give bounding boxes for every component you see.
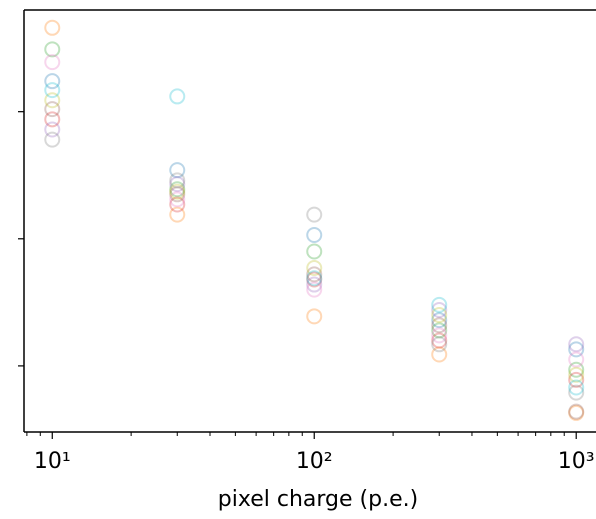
scatter-point <box>169 88 186 105</box>
scatter-point <box>169 196 186 213</box>
scatter-point <box>431 317 448 334</box>
scatter-point <box>169 172 186 189</box>
x-tick-label: 10¹ <box>34 449 71 474</box>
scatter-point <box>169 183 186 200</box>
scatter-point <box>431 327 448 344</box>
scatter-point <box>431 312 448 329</box>
x-axis-label: pixel charge (p.e.) <box>218 487 418 512</box>
scatter-point <box>169 186 186 203</box>
scatter-point <box>44 82 61 99</box>
x-tick-label: 10² <box>296 449 333 474</box>
scatter-point <box>44 92 61 109</box>
scatter-point <box>169 206 186 223</box>
scatter-point <box>306 271 323 288</box>
scatter-point <box>431 332 448 349</box>
scatter-point <box>431 296 448 313</box>
scatter-point <box>169 176 186 193</box>
scatter-point <box>44 111 61 128</box>
scatter-point <box>568 379 585 396</box>
scatter-point <box>44 19 61 36</box>
scatter-point <box>306 276 323 293</box>
scatter-point <box>44 101 61 118</box>
scatter-point <box>44 41 61 58</box>
scatter-point <box>568 366 585 383</box>
scatter-point <box>568 351 585 368</box>
scatter-point <box>169 162 186 179</box>
scatter-point <box>568 361 585 378</box>
scatter-point <box>568 404 585 421</box>
scatter-point <box>431 336 448 353</box>
scatter-point <box>306 260 323 277</box>
scatter-point <box>44 131 61 148</box>
scatter-point <box>431 322 448 339</box>
scatter-point <box>169 191 186 208</box>
scatter-point <box>568 371 585 388</box>
scatter-point <box>44 121 61 138</box>
scatter-point <box>44 54 61 71</box>
scatter-point <box>568 336 585 353</box>
scatter-point <box>568 384 585 401</box>
scatter-point <box>306 266 323 283</box>
scatter-point <box>44 73 61 90</box>
scatter-point <box>306 270 323 287</box>
x-tick-label: 10³ <box>558 449 595 474</box>
scatter-point <box>431 346 448 363</box>
scatter-point <box>568 341 585 358</box>
scatter-point <box>568 403 585 420</box>
scatter-point <box>306 243 323 260</box>
scatter-point <box>306 308 323 325</box>
scatter-point <box>169 181 186 198</box>
scatter-point <box>431 301 448 318</box>
scatter-point <box>431 307 448 324</box>
scatter-point <box>306 226 323 243</box>
scatter-point <box>306 206 323 223</box>
scatter-point <box>306 281 323 298</box>
